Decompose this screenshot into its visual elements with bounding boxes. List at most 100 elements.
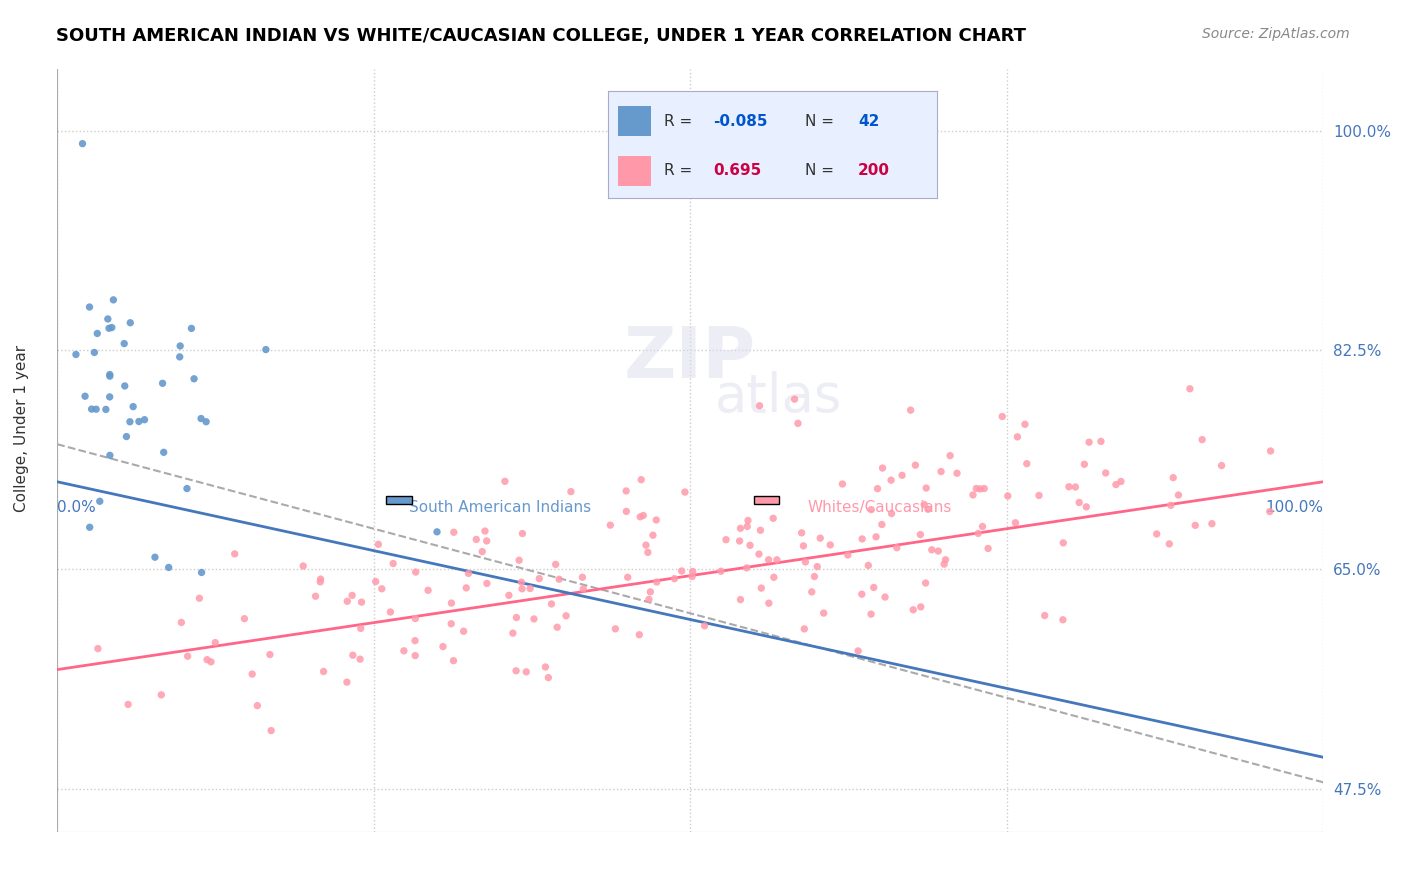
Point xyxy=(80,402,103,417)
Point xyxy=(910,599,932,614)
Point xyxy=(98,321,121,335)
Point xyxy=(1191,433,1213,447)
Point xyxy=(471,544,494,558)
Point xyxy=(195,653,218,667)
Point xyxy=(1052,613,1074,627)
Point xyxy=(903,603,925,617)
Point xyxy=(443,525,465,540)
Point xyxy=(803,569,825,583)
Point xyxy=(260,723,283,738)
Text: Whites/Caucasians: Whites/Caucasians xyxy=(808,500,952,515)
Point xyxy=(84,402,107,417)
Point xyxy=(1033,608,1056,623)
Point xyxy=(872,461,894,475)
Point xyxy=(204,635,226,649)
Point xyxy=(572,582,595,596)
Point xyxy=(927,544,949,558)
Point xyxy=(519,582,541,596)
Point xyxy=(103,293,125,307)
Point xyxy=(758,553,780,567)
Point xyxy=(866,482,889,496)
Point xyxy=(664,572,686,586)
Point xyxy=(176,482,198,496)
Point xyxy=(1004,516,1026,530)
Point xyxy=(371,582,394,596)
Point xyxy=(735,561,758,575)
Point xyxy=(254,343,277,357)
Point xyxy=(440,616,463,631)
Point xyxy=(728,533,751,548)
Point xyxy=(537,671,560,685)
Point xyxy=(1146,527,1168,541)
Point xyxy=(939,449,962,463)
Point xyxy=(793,622,815,636)
Point xyxy=(1057,480,1080,494)
Text: SOUTH AMERICAN INDIAN VS WHITE/CAUCASIAN COLLEGE, UNDER 1 YEAR CORRELATION CHART: SOUTH AMERICAN INDIAN VS WHITE/CAUCASIAN… xyxy=(56,27,1026,45)
Point xyxy=(806,559,828,574)
Point xyxy=(628,509,651,524)
Point xyxy=(97,312,120,326)
Point xyxy=(846,644,869,658)
Point xyxy=(475,576,498,591)
Point xyxy=(886,541,908,555)
FancyBboxPatch shape xyxy=(754,496,779,504)
Point xyxy=(1064,480,1087,494)
Point xyxy=(762,511,785,525)
FancyBboxPatch shape xyxy=(387,496,412,504)
Point xyxy=(190,566,212,580)
Point xyxy=(188,591,211,606)
Point xyxy=(169,339,191,353)
Point xyxy=(382,557,405,571)
Point xyxy=(508,553,530,567)
Point xyxy=(914,576,936,591)
Point xyxy=(546,620,568,634)
Text: College, Under 1 year: College, Under 1 year xyxy=(14,344,28,512)
Point xyxy=(453,624,475,639)
Point xyxy=(548,572,571,586)
Text: ZIP: ZIP xyxy=(624,325,756,393)
Point xyxy=(800,585,823,599)
Point xyxy=(114,379,136,393)
Point xyxy=(934,557,956,571)
Point xyxy=(117,698,139,712)
Text: Source: ZipAtlas.com: Source: ZipAtlas.com xyxy=(1202,27,1350,41)
Point xyxy=(758,596,780,610)
Point xyxy=(910,527,932,541)
Point xyxy=(86,326,108,341)
Point xyxy=(115,429,138,443)
Point xyxy=(614,504,637,518)
Point xyxy=(912,498,935,512)
Point xyxy=(891,468,914,483)
Point xyxy=(640,584,662,599)
Point xyxy=(860,607,883,621)
Point xyxy=(342,648,364,663)
Point xyxy=(628,628,651,642)
Point xyxy=(98,390,121,404)
Point xyxy=(671,564,693,578)
Point xyxy=(762,570,785,584)
Point xyxy=(246,698,269,713)
Point xyxy=(1260,444,1282,458)
Point xyxy=(259,648,281,662)
Point xyxy=(498,588,520,602)
Point xyxy=(673,485,696,500)
Point xyxy=(858,558,880,573)
Point xyxy=(787,417,810,431)
Point xyxy=(494,475,516,489)
Point xyxy=(443,654,465,668)
Point xyxy=(1090,434,1112,449)
Point xyxy=(98,369,121,384)
Point xyxy=(457,566,479,581)
Point xyxy=(880,507,903,521)
Point xyxy=(616,570,638,584)
Point xyxy=(1052,536,1074,550)
Point xyxy=(917,502,939,516)
Point xyxy=(634,538,657,552)
Point xyxy=(350,595,373,609)
Point xyxy=(837,548,859,562)
Point xyxy=(748,547,770,561)
Point xyxy=(79,520,101,534)
Point xyxy=(118,415,141,429)
Point xyxy=(766,553,789,567)
Point xyxy=(224,547,246,561)
